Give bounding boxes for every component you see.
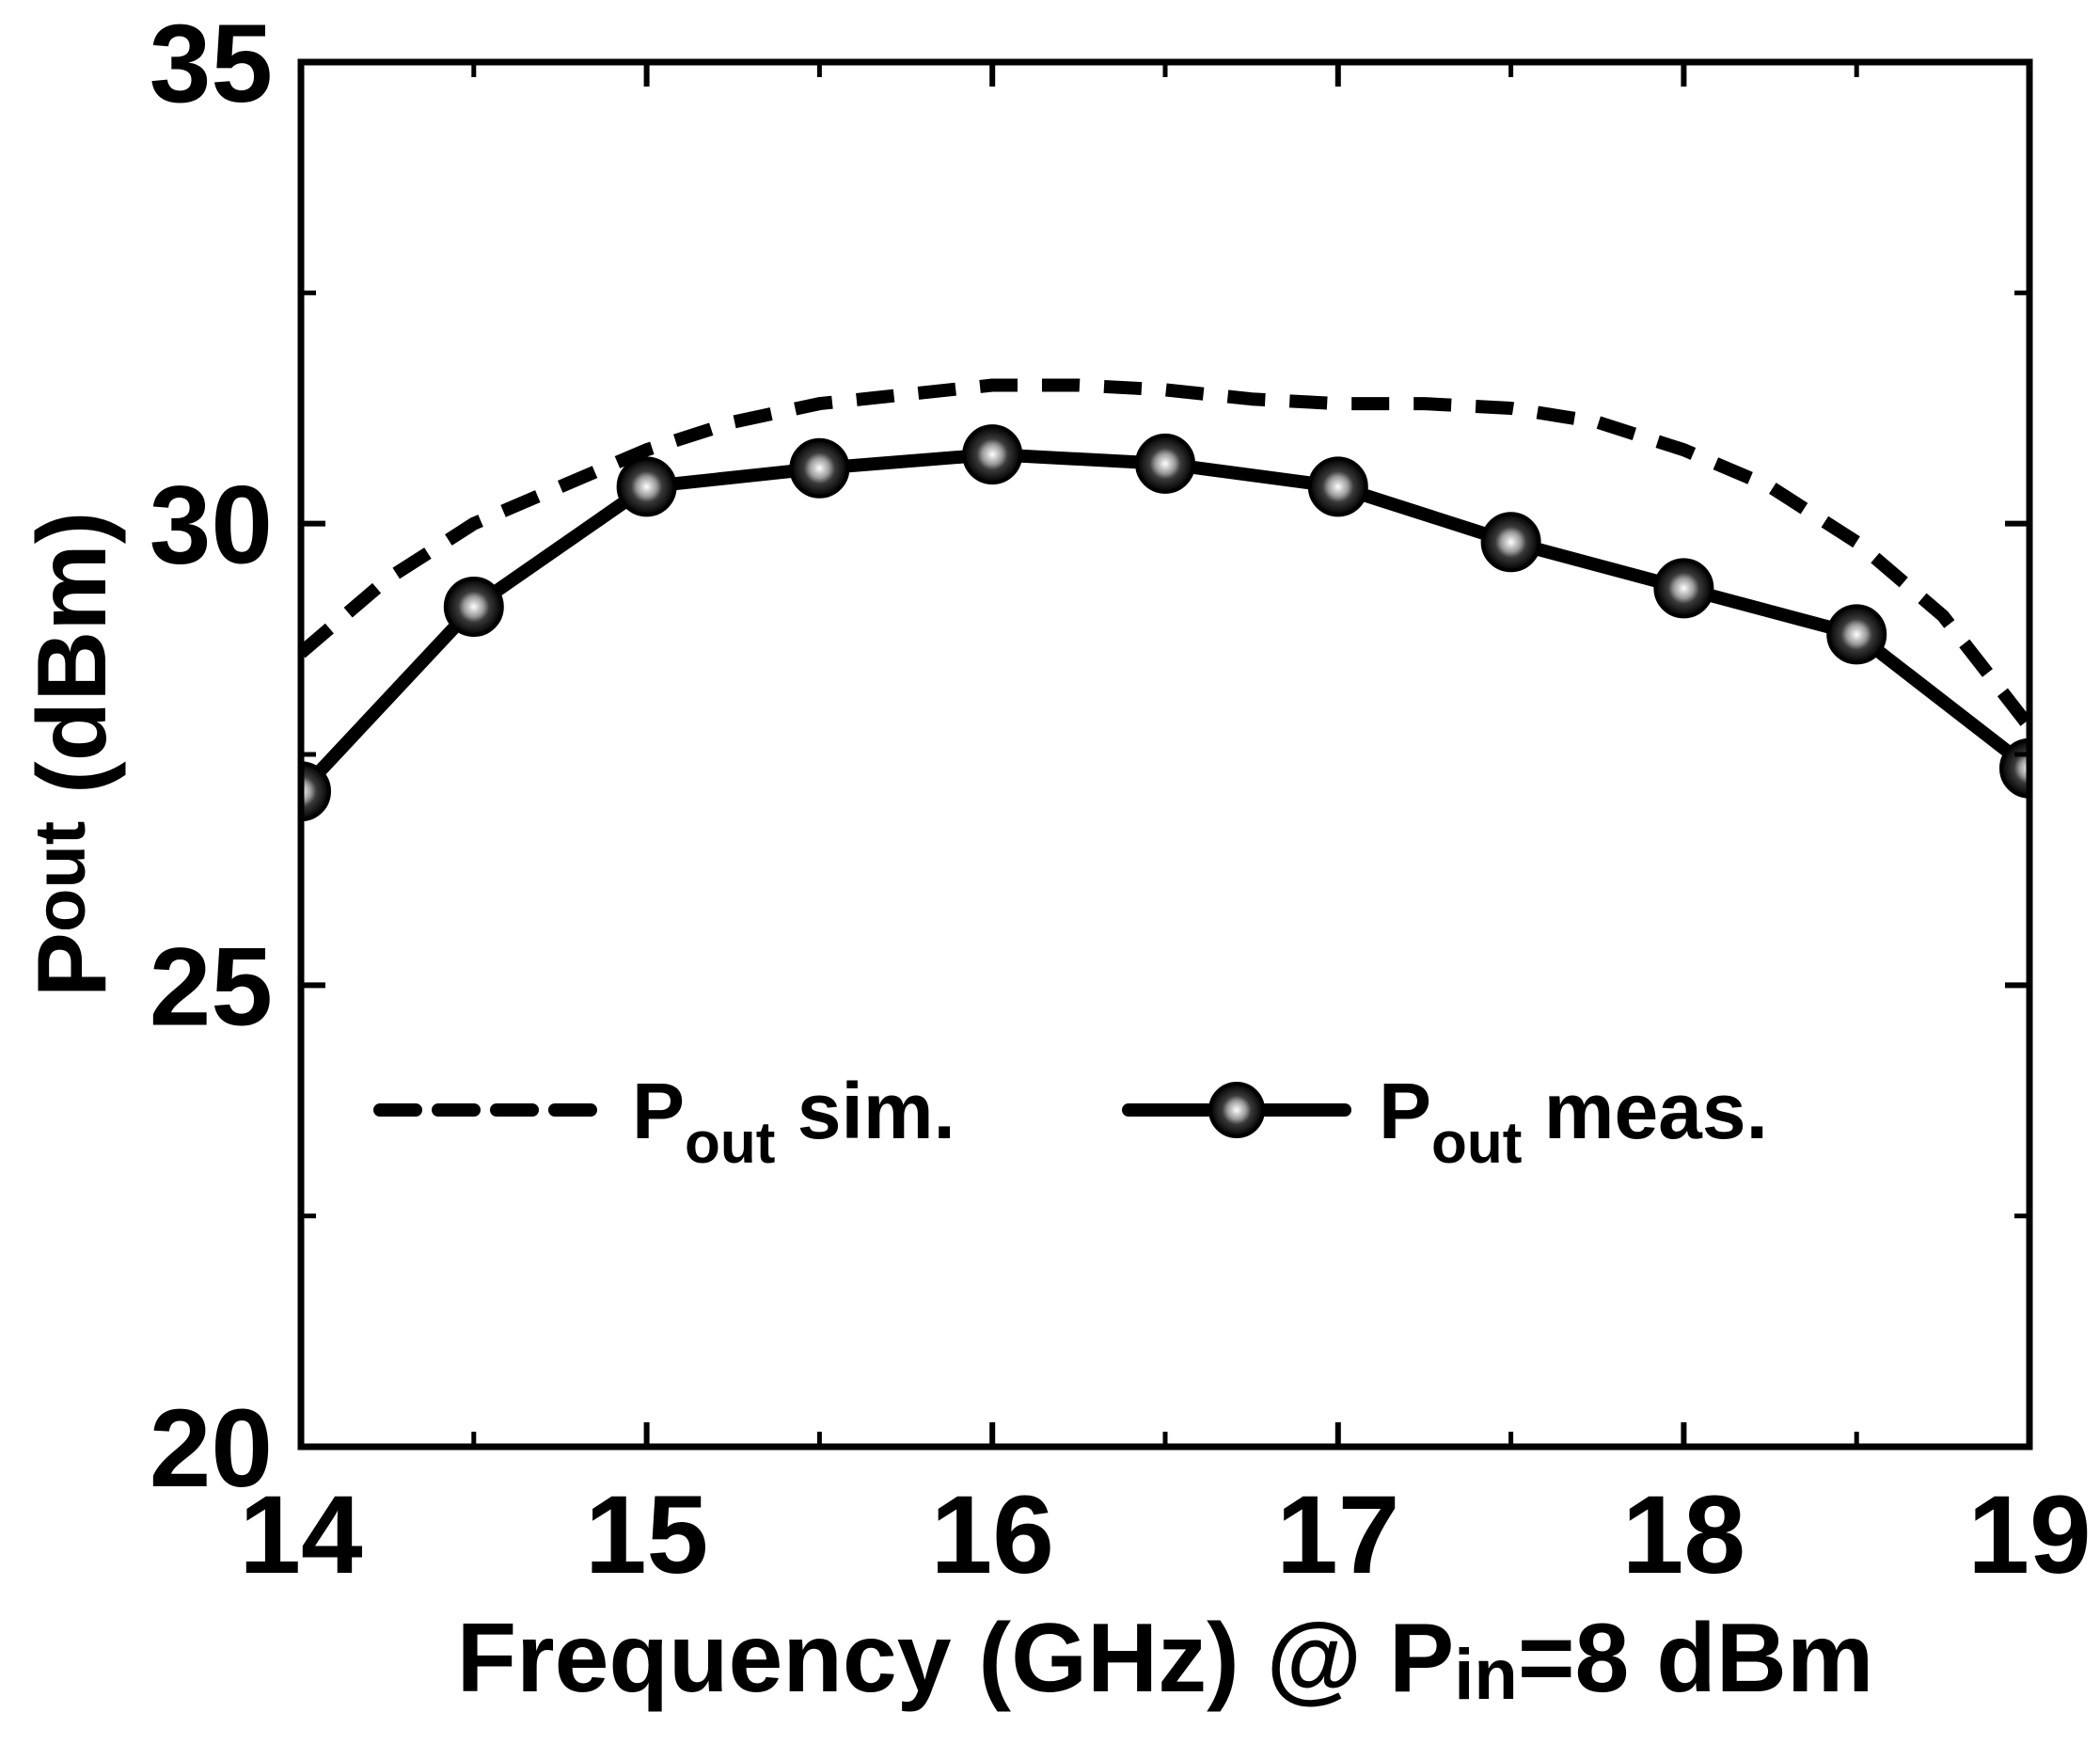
x-axis-title: Frequency (GHz) @ Pin=8 dBm bbox=[457, 1604, 1874, 1715]
series-meas-point bbox=[1653, 558, 1714, 619]
series-meas-point bbox=[962, 424, 1023, 485]
series-meas-point bbox=[1480, 512, 1541, 573]
y-tick-label: 25 bbox=[150, 925, 273, 1049]
y-tick-label: 35 bbox=[150, 2, 273, 126]
series-meas-point bbox=[1307, 456, 1368, 517]
series-meas-point bbox=[301, 761, 331, 822]
x-tick-label: 14 bbox=[239, 1473, 362, 1597]
x-tick-label: 17 bbox=[1276, 1473, 1399, 1597]
series-sim-line bbox=[301, 378, 2029, 731]
x-axis-title-subscript: in bbox=[1454, 1635, 1518, 1715]
tick-labels-layer: 14 15 16 17 18 19 20 25 30 35 bbox=[150, 2, 2092, 1597]
legend-meas-marker bbox=[1208, 1082, 1265, 1138]
series-meas-point bbox=[1826, 604, 1887, 665]
series-meas-point bbox=[443, 576, 504, 637]
legend-meas-label: Pout meas. bbox=[1379, 1067, 1768, 1176]
y-axis-title-subscript: out bbox=[21, 821, 101, 932]
legend-sim-label: Pout sim. bbox=[632, 1067, 955, 1176]
series-meas-point bbox=[789, 437, 850, 499]
x-tick-label: 16 bbox=[931, 1473, 1054, 1597]
x-tick-label: 15 bbox=[585, 1473, 708, 1597]
y-tick-label: 30 bbox=[150, 464, 273, 588]
y-axis-title: Pout (dBm) bbox=[18, 512, 127, 998]
legend: Pout sim. Pout meas. bbox=[373, 1067, 1768, 1176]
x-tick-label: 18 bbox=[1622, 1473, 1745, 1597]
y-tick-label: 20 bbox=[150, 1387, 273, 1511]
series-meas-line bbox=[301, 448, 2029, 797]
series-meas-point bbox=[616, 456, 677, 517]
series-layer bbox=[301, 378, 2029, 822]
plot-frame bbox=[297, 58, 2033, 1451]
x-tick-label: 19 bbox=[1967, 1473, 2091, 1597]
ticks-layer bbox=[298, 59, 2032, 1450]
series-meas-point bbox=[1135, 433, 1195, 494]
